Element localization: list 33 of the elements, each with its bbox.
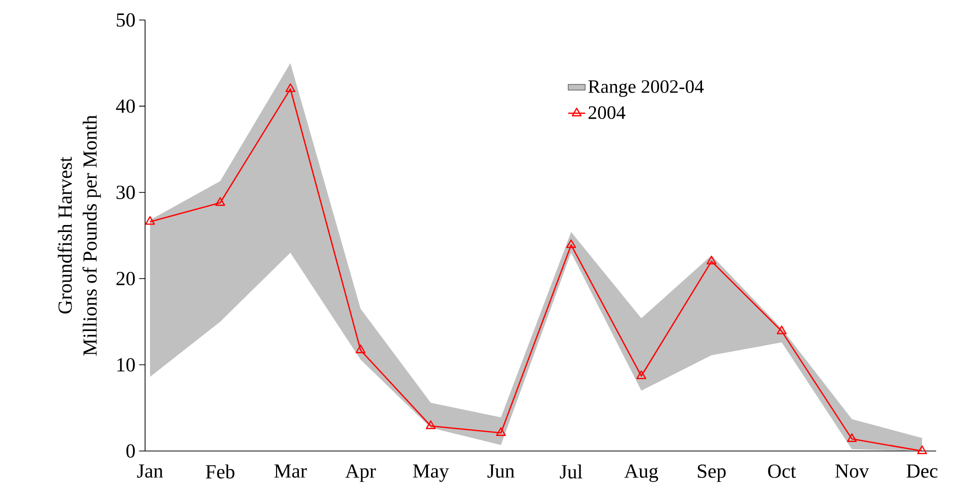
point [846,433,857,442]
x-tick-label: Aug [624,464,658,482]
y-tick-label: 40 [116,99,135,113]
point [776,326,787,334]
point [426,420,436,430]
y-axis-title: Groundfish Harvest Millions of Pounds per Month [58,115,101,356]
x-tick-label: Sep [698,464,726,482]
legend-label: 2004 [588,106,626,120]
point [496,427,506,436]
x-tick-label: Feb [206,464,234,479]
y-tick-label: 0 [126,444,135,458]
x-tick-label: May [413,464,449,482]
y-tick-label: 10 [117,358,135,372]
y-tick-label: 20 [116,272,135,286]
x-tick-label: Jun [488,464,514,478]
point [636,370,646,380]
y-tick-label: 30 [116,186,135,200]
y-tick-label: 50 [116,13,135,27]
point [285,83,296,92]
point [356,344,366,354]
point [566,239,576,248]
x-tick-label: Dec [906,464,938,478]
x-tick-label: Oct [768,464,796,478]
x-tick-label: Jan [137,464,163,478]
legend-label: Range 2002-04 [588,80,704,97]
x-tick-label: Mar [274,464,307,478]
x-tick-label: Apr [345,464,376,482]
point [706,256,716,264]
point [145,216,155,225]
x-tick-label: Jul [560,464,582,479]
point [917,445,927,454]
point [215,197,226,206]
x-tick-label: Nov [835,464,870,478]
